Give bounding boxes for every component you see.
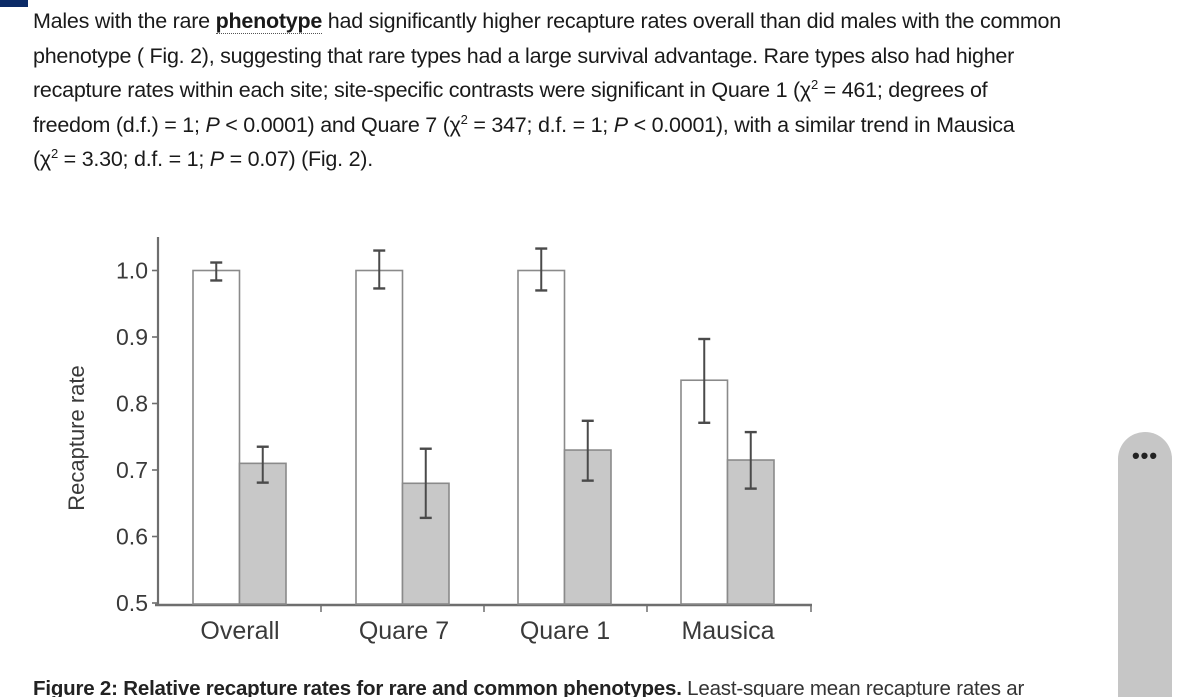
y-tick-label: 0.5 (116, 590, 148, 616)
body-paragraph: Males with the rare phenotype had signif… (33, 4, 1173, 177)
paragraph-line-3: recapture rates within each site; site-s… (33, 77, 988, 103)
more-horizontal-icon: ••• (1131, 443, 1159, 468)
y-tick-label: 0.6 (116, 524, 148, 550)
paragraph-line-1: Males with the rare phenotype had signif… (33, 9, 1061, 34)
paragraph-line-2: phenotype ( Fig. 2), suggesting that rar… (33, 43, 1015, 68)
bar-rare (355, 269, 404, 605)
figure-caption: Figure 2: Relative recapture rates for r… (33, 675, 1118, 697)
header-accent-bar (0, 0, 28, 7)
bar-common (238, 462, 287, 605)
y-tick-label: 0.8 (116, 391, 148, 417)
figure-2-chart[interactable]: 0.5 0.6 0.7 0.8 0.9 1.0 Recapture rate Overall Q… (0, 200, 860, 650)
y-axis-label: Recapture rate (64, 365, 89, 511)
caption-title: Figure 2: Relative recapture rates for r… (33, 677, 682, 697)
bar-chart: 0.5 0.6 0.7 0.8 0.9 1.0 Recapture rate Overall Q… (64, 237, 812, 645)
paragraph-line-4: freedom (d.f.) = 1; P < 0.0001) and Quar… (33, 111, 1015, 137)
x-category-label: Quare 7 (359, 617, 449, 645)
glossary-term-phenotype[interactable]: phenotype (215, 9, 323, 34)
y-tick-label: 1.0 (116, 258, 148, 284)
more-options-button[interactable]: ••• (1118, 432, 1172, 697)
y-tick-label: 0.9 (116, 324, 148, 350)
y-tick-label: 0.7 (116, 457, 148, 483)
bar-rare (517, 269, 566, 605)
bar-rare (192, 269, 241, 605)
caption-text: Least-square mean recapture rates ar (681, 677, 1025, 697)
paragraph-line-5: (χ2 = 3.30; d.f. = 1; P = 0.07) (Fig. 2)… (33, 146, 373, 172)
x-category-label: Mausica (681, 617, 774, 645)
x-category-label: Quare 1 (520, 617, 610, 645)
x-category-label: Overall (200, 617, 279, 645)
